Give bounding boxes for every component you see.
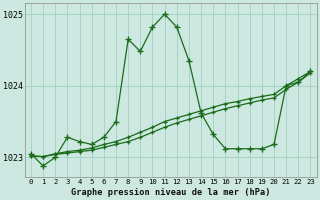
X-axis label: Graphe pression niveau de la mer (hPa): Graphe pression niveau de la mer (hPa) bbox=[71, 188, 270, 197]
